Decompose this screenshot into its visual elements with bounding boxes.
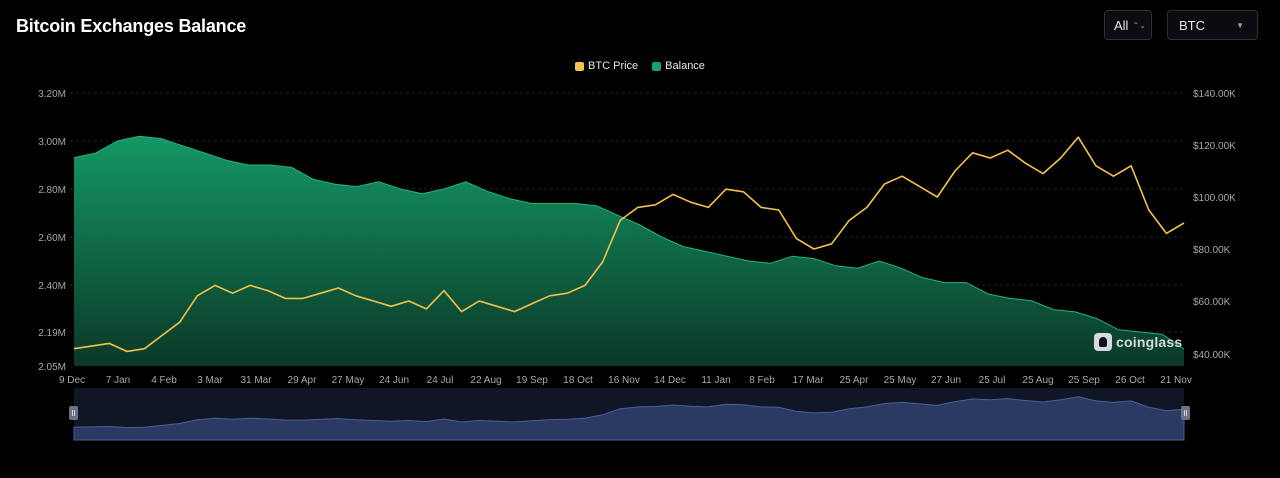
coinglass-logo-icon [1094,333,1112,351]
y-left-tick-label: 2.80M [38,185,66,196]
y-left-tick-label: 2.05M [38,362,66,373]
sort-arrows-icon: ⌃⌄ [1132,20,1146,30]
x-tick-label: 9 Dec [59,375,85,386]
x-tick-label: 14 Dec [654,375,686,386]
x-tick-label: 19 Sep [516,375,548,386]
y-right-tick-label: $120.00K [1193,141,1236,152]
x-tick-label: 21 Nov [1160,375,1192,386]
y-right-tick-label: $40.00K [1193,350,1231,361]
y-right-tick-label: $100.00K [1193,193,1236,204]
x-tick-label: 25 Sep [1068,375,1100,386]
legend-swatch-price [575,61,585,71]
x-tick-label: 25 May [884,375,917,386]
x-tick-label: 31 Mar [240,375,272,386]
y-left-tick-label: 2.60M [38,233,66,244]
x-tick-label: 27 Jun [931,375,961,386]
balance-area [74,136,1184,366]
x-tick-label: 25 Jul [979,375,1006,386]
legend-swatch-balance [652,61,662,71]
handle-grip-icon [1181,406,1190,420]
x-tick-label: 26 Oct [1115,375,1145,386]
coin-select-value: BTC [1179,17,1205,33]
coin-select[interactable]: BTC ▼ [1167,10,1258,40]
y-left-tick-label: 2.19M [38,328,66,339]
x-tick-label: 4 Feb [151,375,177,386]
x-tick-label: 29 Apr [288,375,318,386]
navigator-handle-right[interactable] [1181,406,1190,420]
y-right-tick-label: $80.00K [1193,245,1231,256]
navigator-handle-left[interactable] [69,406,78,420]
range-select[interactable]: All ⌃⌄ [1104,10,1152,40]
legend-item-balance[interactable]: Balance [652,60,705,72]
range-navigator[interactable] [69,388,1190,441]
y-right-tick-label: $60.00K [1193,297,1231,308]
range-select-value: All [1114,17,1129,33]
x-tick-label: 7 Jan [106,375,130,386]
y-left-tick-label: 3.20M [38,89,66,100]
legend-item-price[interactable]: BTC Price [575,60,638,72]
coinglass-watermark: coinglass [1094,333,1182,351]
x-tick-label: 24 Jul [427,375,454,386]
x-tick-label: 16 Nov [608,375,640,386]
chevron-down-icon: ▼ [1236,21,1244,30]
x-tick-label: 11 Jan [701,375,730,386]
chart-legend: BTC Price Balance [0,60,1280,72]
x-tick-label: 17 Mar [792,375,824,386]
legend-label-price: BTC Price [588,60,639,72]
x-tick-label: 27 May [332,375,365,386]
handle-grip-icon [69,406,78,420]
x-tick-label: 24 Jun [379,375,409,386]
legend-label-balance: Balance [665,60,705,72]
brand-text: coinglass [1116,334,1183,350]
x-tick-label: 22 Aug [470,375,501,386]
y-left-tick-label: 2.40M [38,281,66,292]
x-tick-label: 18 Oct [563,375,593,386]
x-tick-label: 8 Feb [749,375,775,386]
btc-price-line [73,136,1185,353]
x-tick-label: 3 Mar [197,375,223,386]
y-right-tick-label: $140.00K [1193,89,1236,100]
page-title: Bitcoin Exchanges Balance [16,16,247,36]
navigator-series-area [73,396,1185,441]
x-tick-label: 25 Aug [1022,375,1053,386]
x-tick-label: 25 Apr [840,375,870,386]
balance-line [73,135,1185,350]
y-left-tick-label: 3.00M [38,137,66,148]
